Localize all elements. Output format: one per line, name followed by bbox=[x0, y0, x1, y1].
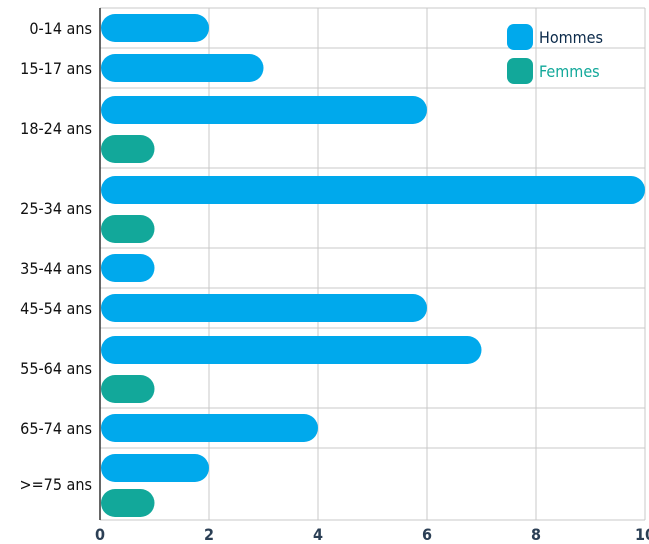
y-category-label: 65-74 ans bbox=[20, 419, 92, 438]
y-category-label: 35-44 ans bbox=[20, 259, 92, 278]
bar-femmes bbox=[101, 215, 155, 243]
y-category-label: 18-24 ans bbox=[20, 119, 92, 138]
y-category-label: 0-14 ans bbox=[29, 19, 92, 38]
bar-hommes bbox=[101, 176, 645, 204]
y-category-label: 25-34 ans bbox=[20, 199, 92, 218]
bars-layer bbox=[101, 14, 645, 517]
bar-hommes bbox=[101, 54, 264, 82]
legend: Hommes Femmes bbox=[507, 24, 603, 84]
bar-hommes bbox=[101, 254, 155, 282]
x-tick-label: 4 bbox=[313, 525, 323, 544]
y-category-label: 55-64 ans bbox=[20, 359, 92, 378]
bar-hommes bbox=[101, 454, 209, 482]
x-tick-label: 0 bbox=[95, 525, 105, 544]
x-tick-label: 2 bbox=[204, 525, 214, 544]
bar-femmes bbox=[101, 375, 155, 403]
y-category-label: 15-17 ans bbox=[20, 59, 92, 78]
y-category-label: >=75 ans bbox=[20, 475, 92, 494]
bar-hommes bbox=[101, 96, 427, 124]
bar-femmes bbox=[101, 489, 155, 517]
x-tick-label: 8 bbox=[531, 525, 541, 544]
grid-layer bbox=[99, 7, 646, 521]
legend-label: Hommes bbox=[539, 28, 603, 47]
x-tick-label: 10 bbox=[635, 525, 649, 544]
x-tick-label: 6 bbox=[422, 525, 432, 544]
bar-hommes bbox=[101, 336, 482, 364]
legend-label: Femmes bbox=[539, 62, 600, 81]
bar-hommes bbox=[101, 414, 318, 442]
bar-hommes bbox=[101, 294, 427, 322]
labels-layer: 0 2 4 6 8 10 0-14 ans 15-17 ans 18-24 ans 25-34 a… bbox=[20, 19, 649, 544]
bar-hommes bbox=[101, 14, 209, 42]
y-category-label: 45-54 ans bbox=[20, 299, 92, 318]
legend-swatch bbox=[507, 24, 533, 50]
legend-swatch bbox=[507, 58, 533, 84]
bar-femmes bbox=[101, 135, 155, 163]
